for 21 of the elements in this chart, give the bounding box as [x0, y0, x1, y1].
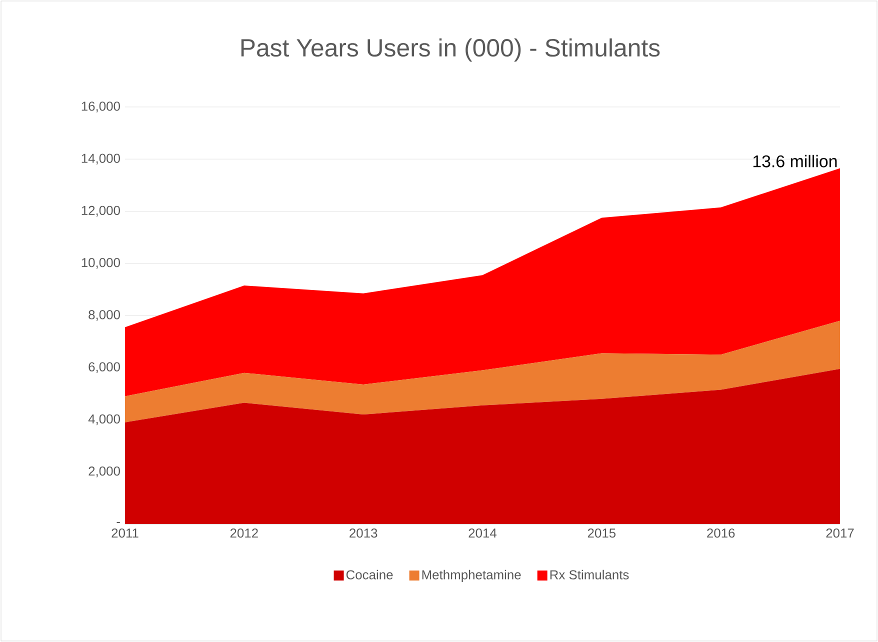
- y-tick-label: 12,000: [82, 206, 120, 217]
- x-tick-label: 2016: [707, 528, 735, 538]
- x-tick-label: 2017: [826, 528, 854, 538]
- legend-label: Methmphetamine: [422, 570, 521, 582]
- y-tick-label: 16,000: [82, 102, 120, 112]
- x-tick-label: 2013: [350, 528, 378, 538]
- y-tick-label: 2,000: [88, 466, 120, 478]
- y-tick-label: -: [116, 522, 120, 524]
- y-tick-label: 4,000: [88, 414, 120, 426]
- y-tick-label: 6,000: [88, 362, 120, 373]
- legend-label: Cocaine: [346, 570, 393, 580]
- x-tick-label: 2011: [112, 528, 138, 538]
- y-tick-label: 14,000: [82, 154, 120, 164]
- x-tick-label: 2015: [588, 528, 616, 538]
- x-tick-label: 2012: [230, 528, 258, 538]
- x-tick-label: 2014: [468, 528, 497, 538]
- y-tick-label: 8,000: [88, 310, 120, 321]
- legend-label: Rx Stimulants: [550, 570, 629, 580]
- annotation: 13.6 million: [753, 154, 837, 168]
- y-tick-label: 10,000: [82, 258, 120, 269]
- chart-title: Past Years Users in (000) - Stimulants: [241, 38, 660, 62]
